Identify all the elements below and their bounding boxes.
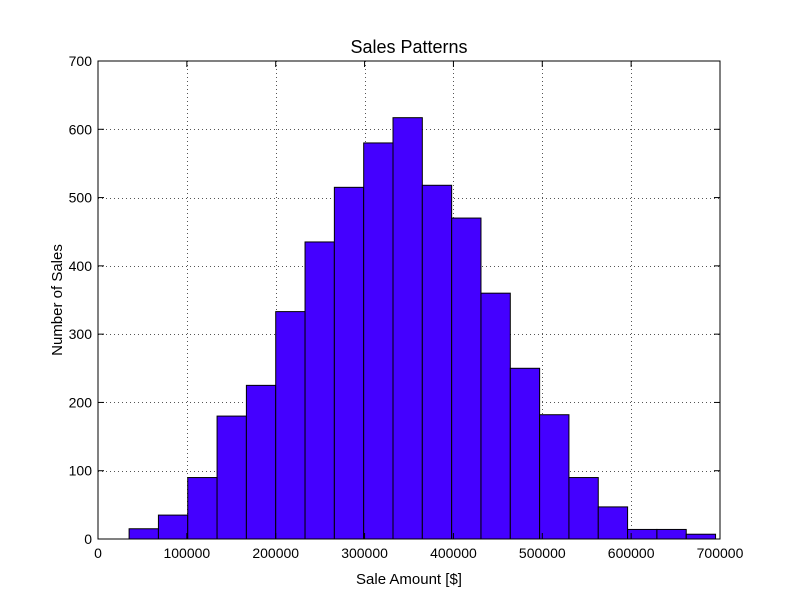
- histogram-bar: [509, 367, 541, 540]
- histogram-bar: [539, 414, 570, 540]
- x-axis-tick-labels: 0 100000 200000 300000 400000 500000 600000 700…: [94, 545, 743, 561]
- y-tick-label: 400: [69, 258, 93, 274]
- x-tick-label: 0: [94, 545, 102, 561]
- x-tick-label: 400000: [430, 545, 477, 561]
- histogram-bar: [245, 384, 277, 540]
- x-tick-label: 600000: [608, 545, 655, 561]
- y-tick-label: 200: [69, 394, 93, 410]
- x-tick-label: 300000: [341, 545, 388, 561]
- y-tick-label: 0: [84, 531, 92, 547]
- x-tick-label: 500000: [519, 545, 566, 561]
- histogram-bar: [480, 292, 511, 540]
- histogram-bar: [275, 311, 306, 540]
- axis-ticks: [97, 60, 721, 540]
- y-tick-label: 600: [69, 121, 93, 137]
- y-tick-label: 500: [69, 190, 93, 206]
- y-axis-label: Number of Sales: [49, 244, 66, 356]
- histogram-bars: [128, 117, 717, 540]
- y-tick-label: 300: [69, 326, 93, 342]
- histogram-bar: [421, 184, 453, 540]
- x-tick-label: 100000: [163, 545, 210, 561]
- histogram-bar: [304, 241, 335, 540]
- chart-title: Sales Patterns: [350, 37, 467, 57]
- histogram-bar: [597, 506, 629, 540]
- plot-area-frame: [97, 60, 721, 540]
- histogram-bar: [128, 528, 159, 540]
- histogram-bar: [627, 528, 658, 540]
- histogram-bar: [216, 415, 247, 540]
- x-tick-label: 700000: [697, 545, 744, 561]
- y-tick-label: 100: [69, 463, 93, 479]
- histogram-bar: [685, 533, 717, 540]
- x-axis-label: Sale Amount [$]: [356, 571, 462, 588]
- y-tick-label: 700: [69, 53, 93, 69]
- histogram-bar: [656, 528, 687, 540]
- x-tick-label: 200000: [252, 545, 299, 561]
- histogram-bar: [568, 477, 599, 540]
- histogram-bar: [363, 142, 394, 540]
- histogram-bar: [392, 117, 423, 540]
- histogram-bar: [187, 477, 218, 540]
- histogram-bar: [157, 514, 189, 540]
- histogram-bar: [451, 217, 482, 540]
- y-axis-tick-labels: 0 100 200 300 400 500 600 700: [69, 53, 93, 547]
- histogram-bar: [333, 186, 365, 540]
